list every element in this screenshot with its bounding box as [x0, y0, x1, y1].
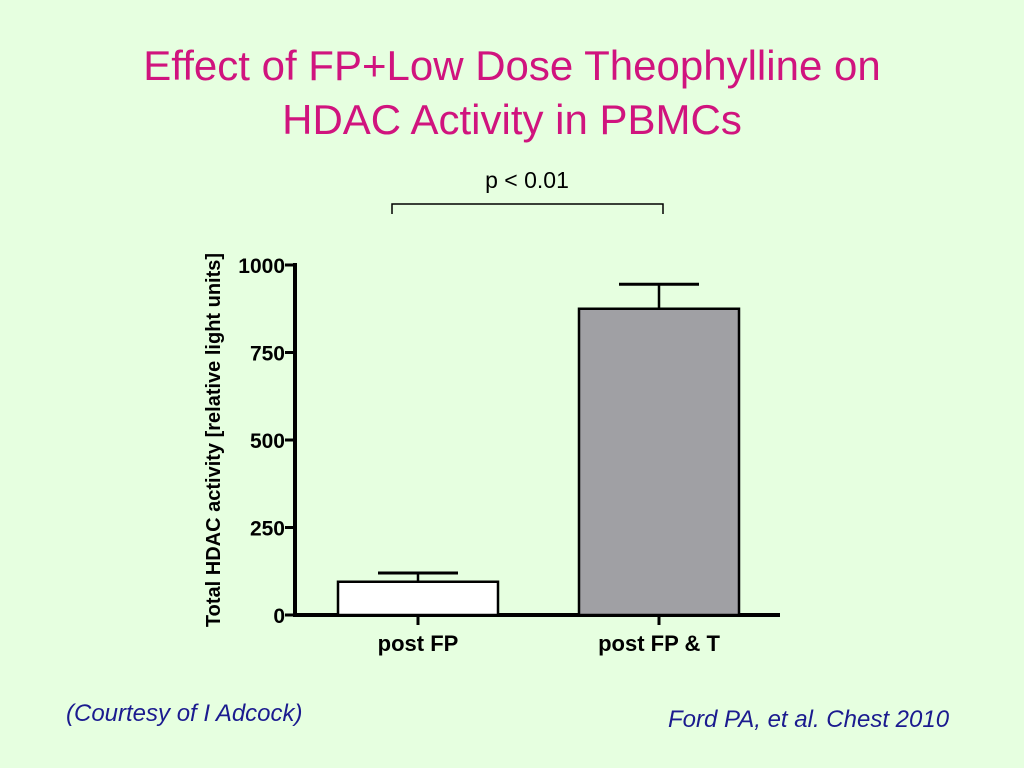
- category-label-0: post FP: [378, 631, 459, 656]
- y-tick-label-2: 500: [250, 430, 285, 453]
- slide-title-line-2: HDAC Activity in PBMCs: [282, 96, 742, 143]
- bar-1: [577, 307, 741, 617]
- y-tick-label-4: 1000: [238, 255, 285, 278]
- y-tick-label-3: 750: [250, 343, 285, 366]
- significance-label: p < 0.01: [485, 167, 569, 193]
- y-axis-label: Total HDAC activity [relative light unit…: [203, 253, 225, 627]
- slide-title-line-1: Effect of FP+Low Dose Theophylline on: [143, 42, 881, 89]
- category-label-1: post FP & T: [598, 631, 720, 656]
- chart-annotation: p < 0.01: [391, 167, 664, 214]
- citation: Ford PA, et al. Chest 2010: [668, 706, 950, 733]
- chart-ticks: 0 250 500 750 1000: [238, 255, 661, 628]
- y-tick-label-0: 0: [273, 605, 285, 628]
- chart-bars: [336, 282, 741, 617]
- y-tick-label-1: 250: [250, 518, 285, 541]
- chart-labels: post FP post FP & T Total HDAC activity [r…: [203, 253, 720, 656]
- significance-bracket: [391, 203, 664, 214]
- bar-0: [336, 580, 500, 617]
- courtesy-note: (Courtesy of I Adcock): [66, 700, 303, 727]
